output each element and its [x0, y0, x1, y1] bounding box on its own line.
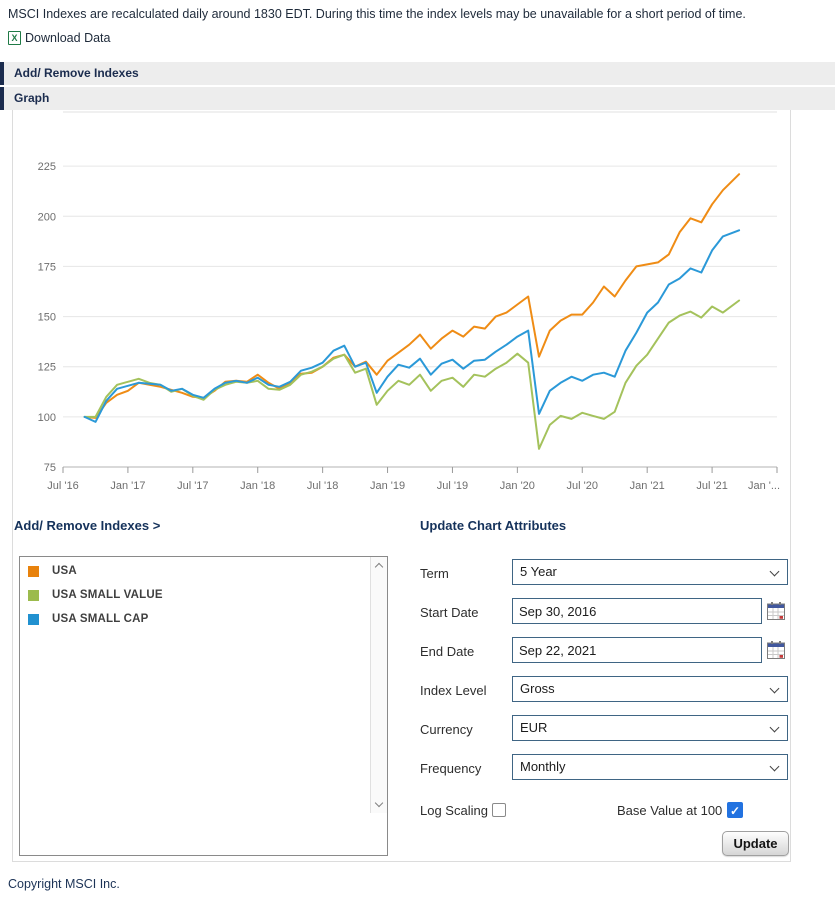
usa-small-cap-label: USA SMALL CAP [52, 613, 149, 625]
copyright-text: Copyright MSCI Inc. [8, 877, 120, 891]
svg-text:Jul '19: Jul '19 [437, 480, 468, 492]
term-value: 5 Year [520, 564, 557, 579]
frequency-value: Monthly [520, 759, 566, 774]
svg-text:75: 75 [44, 462, 56, 474]
end-date-input[interactable] [512, 637, 762, 663]
svg-text:Jan '20: Jan '20 [500, 480, 535, 492]
currency-label: Currency [420, 722, 473, 737]
index-listbox[interactable]: USA USA SMALL VALUE USA SMALL CAP [19, 556, 388, 856]
add-remove-indexes-bar-label: Add/ Remove Indexes [14, 66, 139, 80]
scroll-down-icon[interactable] [371, 796, 388, 813]
end-date-calendar-icon[interactable] [766, 640, 786, 660]
svg-text:Jul '17: Jul '17 [177, 480, 208, 492]
base-value-label: Base Value at 100 [617, 803, 723, 818]
svg-text:Jan '18: Jan '18 [240, 480, 275, 492]
download-data-link[interactable]: X Download Data [8, 30, 110, 46]
graph-bar-label: Graph [14, 91, 50, 105]
usa-small-value-label: USA SMALL VALUE [52, 589, 163, 601]
log-scaling-checkbox[interactable] [492, 803, 506, 817]
add-remove-indexes-section-bar[interactable]: Add/ Remove Indexes [0, 62, 835, 85]
list-item-usa-small-cap[interactable]: USA SMALL CAP [20, 609, 387, 629]
svg-text:175: 175 [38, 261, 56, 273]
update-chart-attributes-heading: Update Chart Attributes [420, 518, 567, 533]
base-value-checkbox[interactable]: ✓ [727, 802, 743, 818]
start-date-calendar-icon[interactable] [766, 601, 786, 621]
svg-text:225: 225 [38, 161, 56, 173]
svg-text:Jul '18: Jul '18 [307, 480, 338, 492]
add-remove-indexes-heading[interactable]: Add/ Remove Indexes > [14, 518, 161, 533]
index-level-select[interactable]: Gross [512, 676, 788, 702]
svg-text:150: 150 [38, 312, 56, 324]
currency-select[interactable]: EUR [512, 715, 788, 741]
chevron-down-icon [769, 722, 780, 733]
excel-file-icon: X [8, 31, 21, 45]
recalculation-notice: MSCI Indexes are recalculated daily arou… [8, 7, 746, 21]
frequency-select[interactable]: Monthly [512, 754, 788, 780]
scroll-up-icon[interactable] [371, 557, 388, 574]
download-data-label: Download Data [25, 31, 111, 45]
chevron-down-icon [769, 761, 780, 772]
usa-small-cap-color-swatch [28, 613, 39, 625]
index-level-value: Gross [520, 681, 555, 696]
graph-section-bar[interactable]: Graph [0, 87, 835, 110]
svg-text:Jul '16: Jul '16 [47, 480, 78, 492]
svg-text:Jan '19: Jan '19 [370, 480, 405, 492]
svg-text:200: 200 [38, 211, 56, 223]
frequency-label: Frequency [420, 761, 482, 776]
term-select[interactable]: 5 Year [512, 559, 788, 585]
svg-text:Jul '21: Jul '21 [696, 480, 727, 492]
usa-label: USA [52, 565, 77, 577]
chevron-down-icon [769, 683, 780, 694]
svg-text:Jul '20: Jul '20 [567, 480, 598, 492]
end-date-label: End Date [420, 644, 475, 659]
update-button[interactable]: Update [722, 831, 789, 856]
start-date-input[interactable] [512, 598, 762, 624]
svg-text:Jan '21: Jan '21 [630, 480, 665, 492]
usa-color-swatch [28, 565, 39, 577]
svg-text:Jan '17: Jan '17 [110, 480, 145, 492]
svg-text:125: 125 [38, 362, 56, 374]
index-performance-chart: 75 100 125 150 175 200 225 Jul '16 Jan '17 Jul '1… [38, 111, 780, 492]
list-item-usa[interactable]: USA [20, 561, 387, 581]
svg-text:100: 100 [38, 412, 56, 424]
svg-text:Jan '...: Jan '... [748, 480, 780, 492]
list-item-usa-small-value[interactable]: USA SMALL VALUE [20, 585, 387, 605]
start-date-label: Start Date [420, 605, 479, 620]
term-label: Term [420, 566, 449, 581]
listbox-scrollbar[interactable] [370, 557, 387, 813]
currency-value: EUR [520, 720, 548, 735]
usa-small-value-color-swatch [28, 589, 39, 601]
log-scaling-label: Log Scaling [420, 803, 488, 818]
index-level-label: Index Level [420, 683, 487, 698]
chevron-down-icon [769, 566, 780, 577]
